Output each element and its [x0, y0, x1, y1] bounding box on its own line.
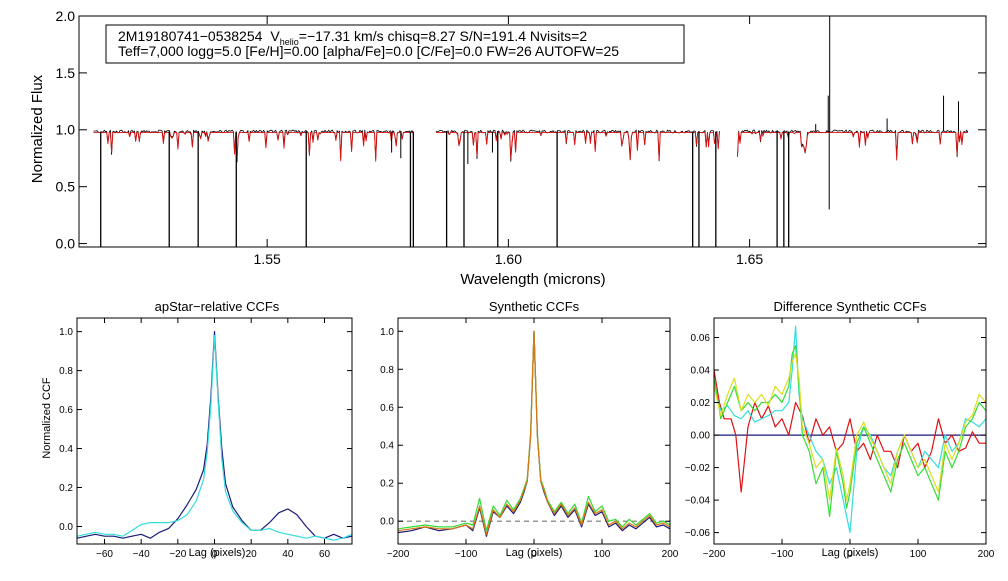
y-tick-label: 0.6 [59, 405, 73, 416]
x-tick-label: −20 [169, 549, 186, 560]
x-tick-label: −40 [133, 549, 150, 560]
y-tick-label: 1.0 [56, 122, 76, 138]
model-spectrum-chip [93, 132, 414, 162]
y-tick-label: 0.06 [691, 333, 711, 344]
y-tick-label: 0.5 [56, 179, 76, 195]
info-v-label: V [270, 28, 280, 44]
y-tick-label: 0.2 [59, 483, 73, 494]
x-tick-label: 40 [282, 549, 294, 560]
synthetic-ccf-ticks: −200 −100 0 100 200 0.0 0.2 0.4 0.6 0.8 1.0 [380, 318, 679, 560]
y-tick-label: 0.4 [380, 441, 394, 452]
y-tick-label: 0.04 [691, 366, 711, 377]
y-tick-label: 0.0 [59, 522, 73, 533]
model-spectrum-chip [737, 132, 968, 161]
x-tick-label: −100 [771, 549, 794, 560]
spectrum-frame [78, 15, 987, 248]
difference-ccf-title: Difference Synthetic CCFs [774, 299, 927, 314]
info-box [105, 24, 685, 64]
ccf-series-cyan [713, 325, 987, 534]
spectrum-lines [93, 16, 969, 247]
ccf-series-yellow [713, 353, 987, 501]
y-tick-label: 1.5 [56, 65, 76, 81]
info-line-1: 2M19180741−0538254 Vhelio=−17.31 km/s chi… [118, 28, 587, 47]
difference-ccf-frame [713, 317, 987, 545]
apstar-ccf-ticks: −60 −40 −20 0 20 40 60 0.0 0.2 0.4 0.6 0.8 1.0 [59, 318, 352, 560]
x-tick-label: 200 [662, 549, 679, 560]
y-tick-label: 1.0 [380, 327, 394, 338]
x-tick-label: −200 [387, 549, 410, 560]
ccf-series-green [713, 345, 987, 517]
apstar-ccf-frame [76, 317, 353, 545]
ccf-series-visit-2 [76, 334, 353, 541]
x-tick-label: −60 [96, 549, 113, 560]
x-tick-label: 0 [212, 549, 218, 560]
synthetic-ccf-title: Synthetic CCFs [489, 299, 580, 314]
model-spectrum-chip [436, 132, 720, 160]
observed-spectrum-chip [93, 129, 414, 163]
y-tick-label: 0.4 [59, 444, 73, 455]
info-line-2: Teff=7,000 logg=5.0 [Fe/H]=0.00 [alpha/F… [118, 43, 619, 59]
y-tick-label: 0.0 [380, 517, 394, 528]
synthetic-ccf-lines [397, 330, 671, 537]
info-star-id: 2M19180741−0538254 [118, 28, 263, 44]
x-tick-label: 1.65 [736, 251, 763, 267]
y-tick-label: 2.0 [56, 8, 76, 24]
y-tick-label: 0.02 [691, 398, 711, 409]
apstar-ccf-ylabel: Normalized CCF [41, 377, 53, 459]
difference-ccf-lines [713, 325, 987, 534]
apstar-ccf-title: apStar−relative CCFs [155, 299, 280, 314]
spectrum-ylabel: Normalized Flux [29, 74, 46, 183]
x-tick-label: 60 [319, 549, 331, 560]
synthetic-ccf-frame [397, 317, 671, 545]
y-tick-label: 0.00 [691, 431, 711, 442]
y-tick-label: 1.0 [59, 327, 73, 338]
spectrum-panel: 1.55 1.60 1.65 0.0 0.5 1.0 1.5 2.0 Wavelength (… [29, 8, 987, 288]
info-v-subscript: helio [280, 37, 299, 47]
spectrum-ticks: 1.55 1.60 1.65 0.0 0.5 1.0 1.5 2.0 [56, 8, 986, 267]
apstar-ccf-xlabel: Lag (pixels) [189, 547, 246, 559]
ccf-series-red [713, 369, 986, 493]
info-line-1-rest: =−17.31 km/s chisq=8.27 S/N=191.4 Nvisit… [299, 28, 588, 44]
x-tick-label: 200 [978, 549, 995, 560]
y-tick-label: 0.8 [380, 365, 394, 376]
y-tick-label: −0.02 [685, 463, 711, 474]
ccf-series-visit-1 [397, 330, 671, 537]
apstar-ccf-panel: −60 −40 −20 0 20 40 60 0.0 0.2 0.4 0.6 0.8 1.0 apSta… [41, 299, 353, 560]
x-tick-label: 0 [531, 549, 537, 560]
x-tick-label: 1.60 [495, 251, 522, 267]
difference-ccf-xlabel: Lag (pixels) [822, 547, 879, 559]
x-tick-label: 20 [246, 549, 258, 560]
y-tick-label: 0.8 [59, 366, 73, 377]
ccf-series-visit-2 [397, 330, 671, 532]
difference-ccf-panel: −200 −100 0 100 200 −0.06 −0.04 −0.02 0.00 0.02 0.… [685, 299, 995, 560]
ccf-series-visit-1 [76, 331, 353, 539]
y-tick-label: 0.6 [380, 403, 394, 414]
y-tick-label: 0.2 [380, 479, 394, 490]
synthetic-ccf-xlabel: Lag (pixels) [506, 547, 563, 559]
x-tick-label: 100 [910, 549, 927, 560]
x-tick-label: 1.55 [254, 251, 281, 267]
x-tick-label: −100 [455, 549, 478, 560]
spectrum-xlabel: Wavelength (microns) [460, 271, 605, 288]
y-tick-label: 0.0 [56, 235, 76, 251]
x-tick-label: 0 [847, 549, 853, 560]
y-tick-label: −0.06 [685, 528, 711, 539]
apstar-ccf-lines [76, 331, 353, 541]
synthetic-ccf-panel: −200 −100 0 100 200 0.0 0.2 0.4 0.6 0.8 1.0 Synthe… [380, 299, 679, 560]
ccf-series-visit-3 [397, 330, 671, 536]
x-tick-label: 100 [594, 549, 611, 560]
y-tick-label: −0.04 [685, 496, 711, 507]
x-tick-label: −200 [703, 549, 726, 560]
